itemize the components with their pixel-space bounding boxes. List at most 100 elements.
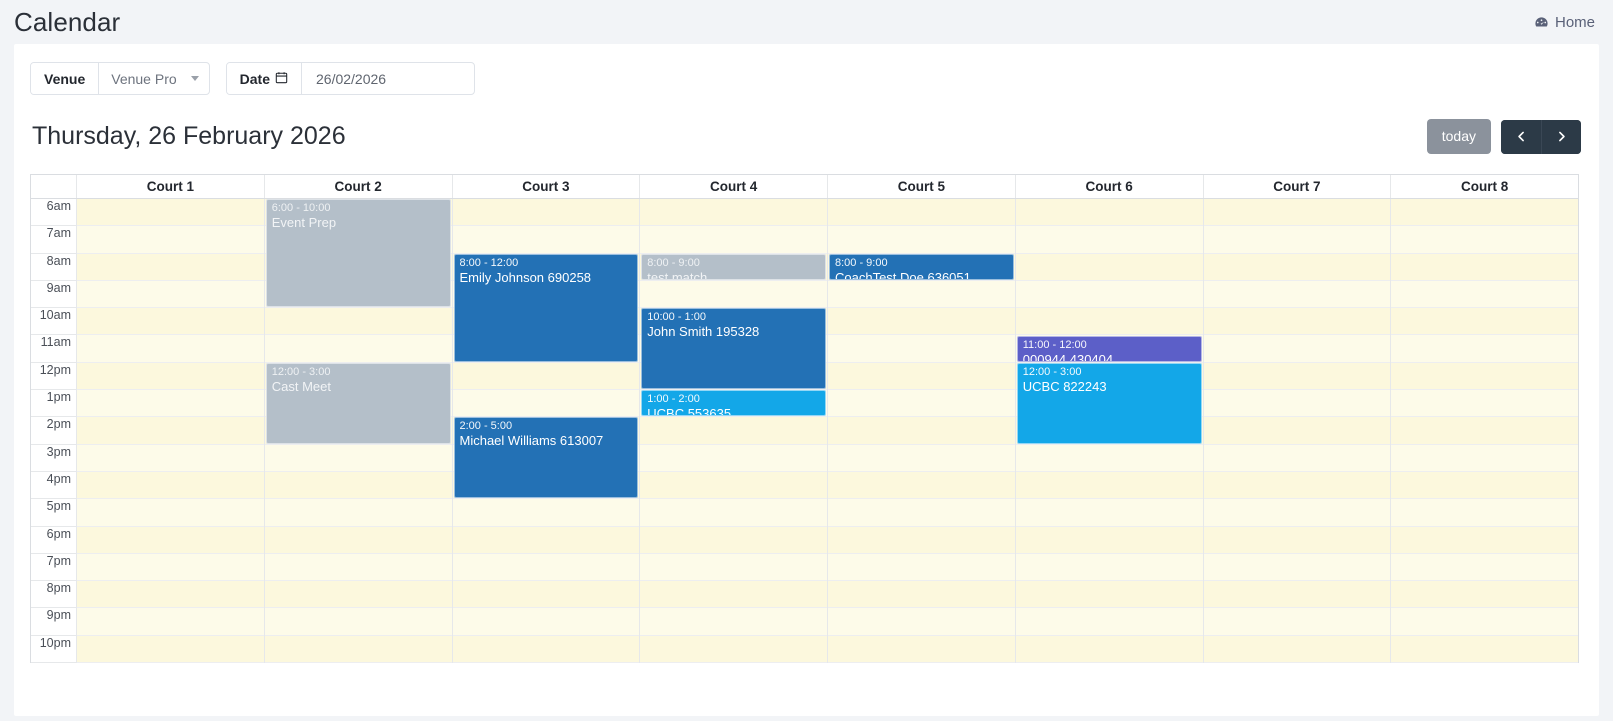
time-slot[interactable] bbox=[1015, 635, 1203, 664]
time-slot[interactable] bbox=[640, 226, 827, 254]
time-slot[interactable] bbox=[1203, 635, 1391, 664]
time-slot[interactable] bbox=[1391, 335, 1578, 363]
time-slot[interactable] bbox=[828, 280, 1015, 309]
court-lane-8[interactable] bbox=[1391, 199, 1578, 664]
time-slot[interactable] bbox=[828, 444, 1015, 472]
venue-select[interactable]: Venue Pro bbox=[99, 63, 208, 94]
time-slot[interactable] bbox=[828, 635, 1015, 664]
prev-day-button[interactable] bbox=[1501, 119, 1541, 154]
time-slot[interactable] bbox=[828, 199, 1015, 227]
calendar-event[interactable]: 1:00 - 2:00 UCBC 553635 bbox=[641, 390, 826, 417]
calendar-event[interactable]: 12:00 - 3:00 Cast Meet bbox=[265, 362, 451, 444]
time-slot[interactable] bbox=[640, 635, 827, 664]
time-slot[interactable] bbox=[77, 390, 264, 418]
date-input[interactable]: 26/02/2026 bbox=[316, 70, 387, 87]
time-slot[interactable] bbox=[828, 362, 1015, 391]
time-slot[interactable] bbox=[828, 308, 1015, 336]
time-slot[interactable] bbox=[1391, 308, 1578, 336]
court-lane-1[interactable] bbox=[77, 199, 265, 664]
time-slot[interactable] bbox=[1391, 526, 1578, 554]
time-slot[interactable] bbox=[1203, 308, 1391, 336]
time-slot[interactable] bbox=[1203, 526, 1391, 554]
time-slot[interactable] bbox=[452, 362, 640, 391]
time-slot[interactable] bbox=[1391, 499, 1578, 527]
time-slot[interactable] bbox=[77, 608, 264, 636]
time-slot[interactable] bbox=[77, 417, 264, 445]
time-slot[interactable] bbox=[1391, 199, 1578, 227]
time-slot[interactable] bbox=[828, 335, 1015, 363]
time-slot[interactable] bbox=[1015, 581, 1203, 609]
time-slot[interactable] bbox=[264, 553, 452, 582]
time-slot[interactable] bbox=[1015, 444, 1203, 472]
time-slot[interactable] bbox=[264, 635, 452, 664]
time-slot[interactable] bbox=[1015, 280, 1203, 309]
time-slot[interactable] bbox=[77, 280, 264, 309]
time-slot[interactable] bbox=[452, 526, 640, 554]
time-slot[interactable] bbox=[640, 417, 827, 445]
time-slot[interactable] bbox=[264, 444, 452, 472]
time-slot[interactable] bbox=[77, 471, 264, 500]
time-slot[interactable] bbox=[264, 499, 452, 527]
next-day-button[interactable] bbox=[1541, 119, 1581, 154]
time-slot[interactable] bbox=[452, 581, 640, 609]
time-slot[interactable] bbox=[1391, 471, 1578, 500]
court-lane-6[interactable]: 11:00 - 12:00 000944 430404 12:00 - 3:00 UC… bbox=[1015, 199, 1204, 664]
time-slot[interactable] bbox=[828, 553, 1015, 582]
home-link[interactable]: Home bbox=[1534, 14, 1595, 31]
time-slot[interactable] bbox=[640, 280, 827, 309]
time-slot[interactable] bbox=[1391, 390, 1578, 418]
time-slot[interactable] bbox=[1203, 471, 1391, 500]
time-slot[interactable] bbox=[828, 581, 1015, 609]
time-slot[interactable] bbox=[640, 608, 827, 636]
time-slot[interactable] bbox=[77, 499, 264, 527]
time-slot[interactable] bbox=[640, 581, 827, 609]
time-slot[interactable] bbox=[452, 226, 640, 254]
time-slot[interactable] bbox=[77, 553, 264, 582]
time-slot[interactable] bbox=[640, 553, 827, 582]
time-slot[interactable] bbox=[1203, 553, 1391, 582]
time-slot[interactable] bbox=[1015, 308, 1203, 336]
time-slot[interactable] bbox=[1203, 335, 1391, 363]
time-slot[interactable] bbox=[452, 553, 640, 582]
time-slot[interactable] bbox=[1391, 608, 1578, 636]
time-slot[interactable] bbox=[1015, 471, 1203, 500]
time-slot[interactable] bbox=[77, 581, 264, 609]
time-slot[interactable] bbox=[264, 308, 452, 336]
time-slot[interactable] bbox=[640, 471, 827, 500]
calendar-event[interactable]: 6:00 - 10:00 Event Prep bbox=[265, 199, 451, 308]
time-slot[interactable] bbox=[77, 444, 264, 472]
time-slot[interactable] bbox=[1391, 226, 1578, 254]
time-slot[interactable] bbox=[452, 608, 640, 636]
time-slot[interactable] bbox=[1015, 553, 1203, 582]
time-slot[interactable] bbox=[1203, 253, 1391, 281]
time-slot[interactable] bbox=[1391, 581, 1578, 609]
time-slot[interactable] bbox=[1391, 362, 1578, 391]
time-slot[interactable] bbox=[264, 608, 452, 636]
time-slot[interactable] bbox=[1203, 581, 1391, 609]
court-lane-3[interactable]: 8:00 - 12:00 Emily Johnson 690258 2:00 - 5… bbox=[452, 199, 641, 664]
time-slot[interactable] bbox=[828, 526, 1015, 554]
time-slot[interactable] bbox=[264, 526, 452, 554]
time-slot[interactable] bbox=[640, 499, 827, 527]
court-lane-4[interactable]: 8:00 - 9:00 test match 10:00 - 1:00 John Sm… bbox=[640, 199, 828, 664]
time-slot[interactable] bbox=[77, 226, 264, 254]
time-slot[interactable] bbox=[640, 444, 827, 472]
calendar-event[interactable]: 2:00 - 5:00 Michael Williams 613007 bbox=[453, 417, 639, 499]
time-slot[interactable] bbox=[1203, 608, 1391, 636]
time-slot[interactable] bbox=[1015, 526, 1203, 554]
time-slot[interactable] bbox=[1203, 417, 1391, 445]
calendar-event[interactable]: 10:00 - 1:00 John Smith 195328 bbox=[641, 308, 826, 390]
time-slot[interactable] bbox=[77, 308, 264, 336]
time-slot[interactable] bbox=[1391, 253, 1578, 281]
time-slot[interactable] bbox=[1391, 280, 1578, 309]
time-slot[interactable] bbox=[828, 390, 1015, 418]
time-slot[interactable] bbox=[1391, 635, 1578, 664]
today-button[interactable]: today bbox=[1426, 119, 1491, 154]
time-slot[interactable] bbox=[1203, 226, 1391, 254]
calendar-event[interactable]: 8:00 - 12:00 Emily Johnson 690258 bbox=[453, 253, 639, 362]
time-slot[interactable] bbox=[264, 335, 452, 363]
time-slot[interactable] bbox=[640, 526, 827, 554]
time-slot[interactable] bbox=[828, 499, 1015, 527]
time-slot[interactable] bbox=[828, 608, 1015, 636]
time-slot[interactable] bbox=[77, 635, 264, 664]
